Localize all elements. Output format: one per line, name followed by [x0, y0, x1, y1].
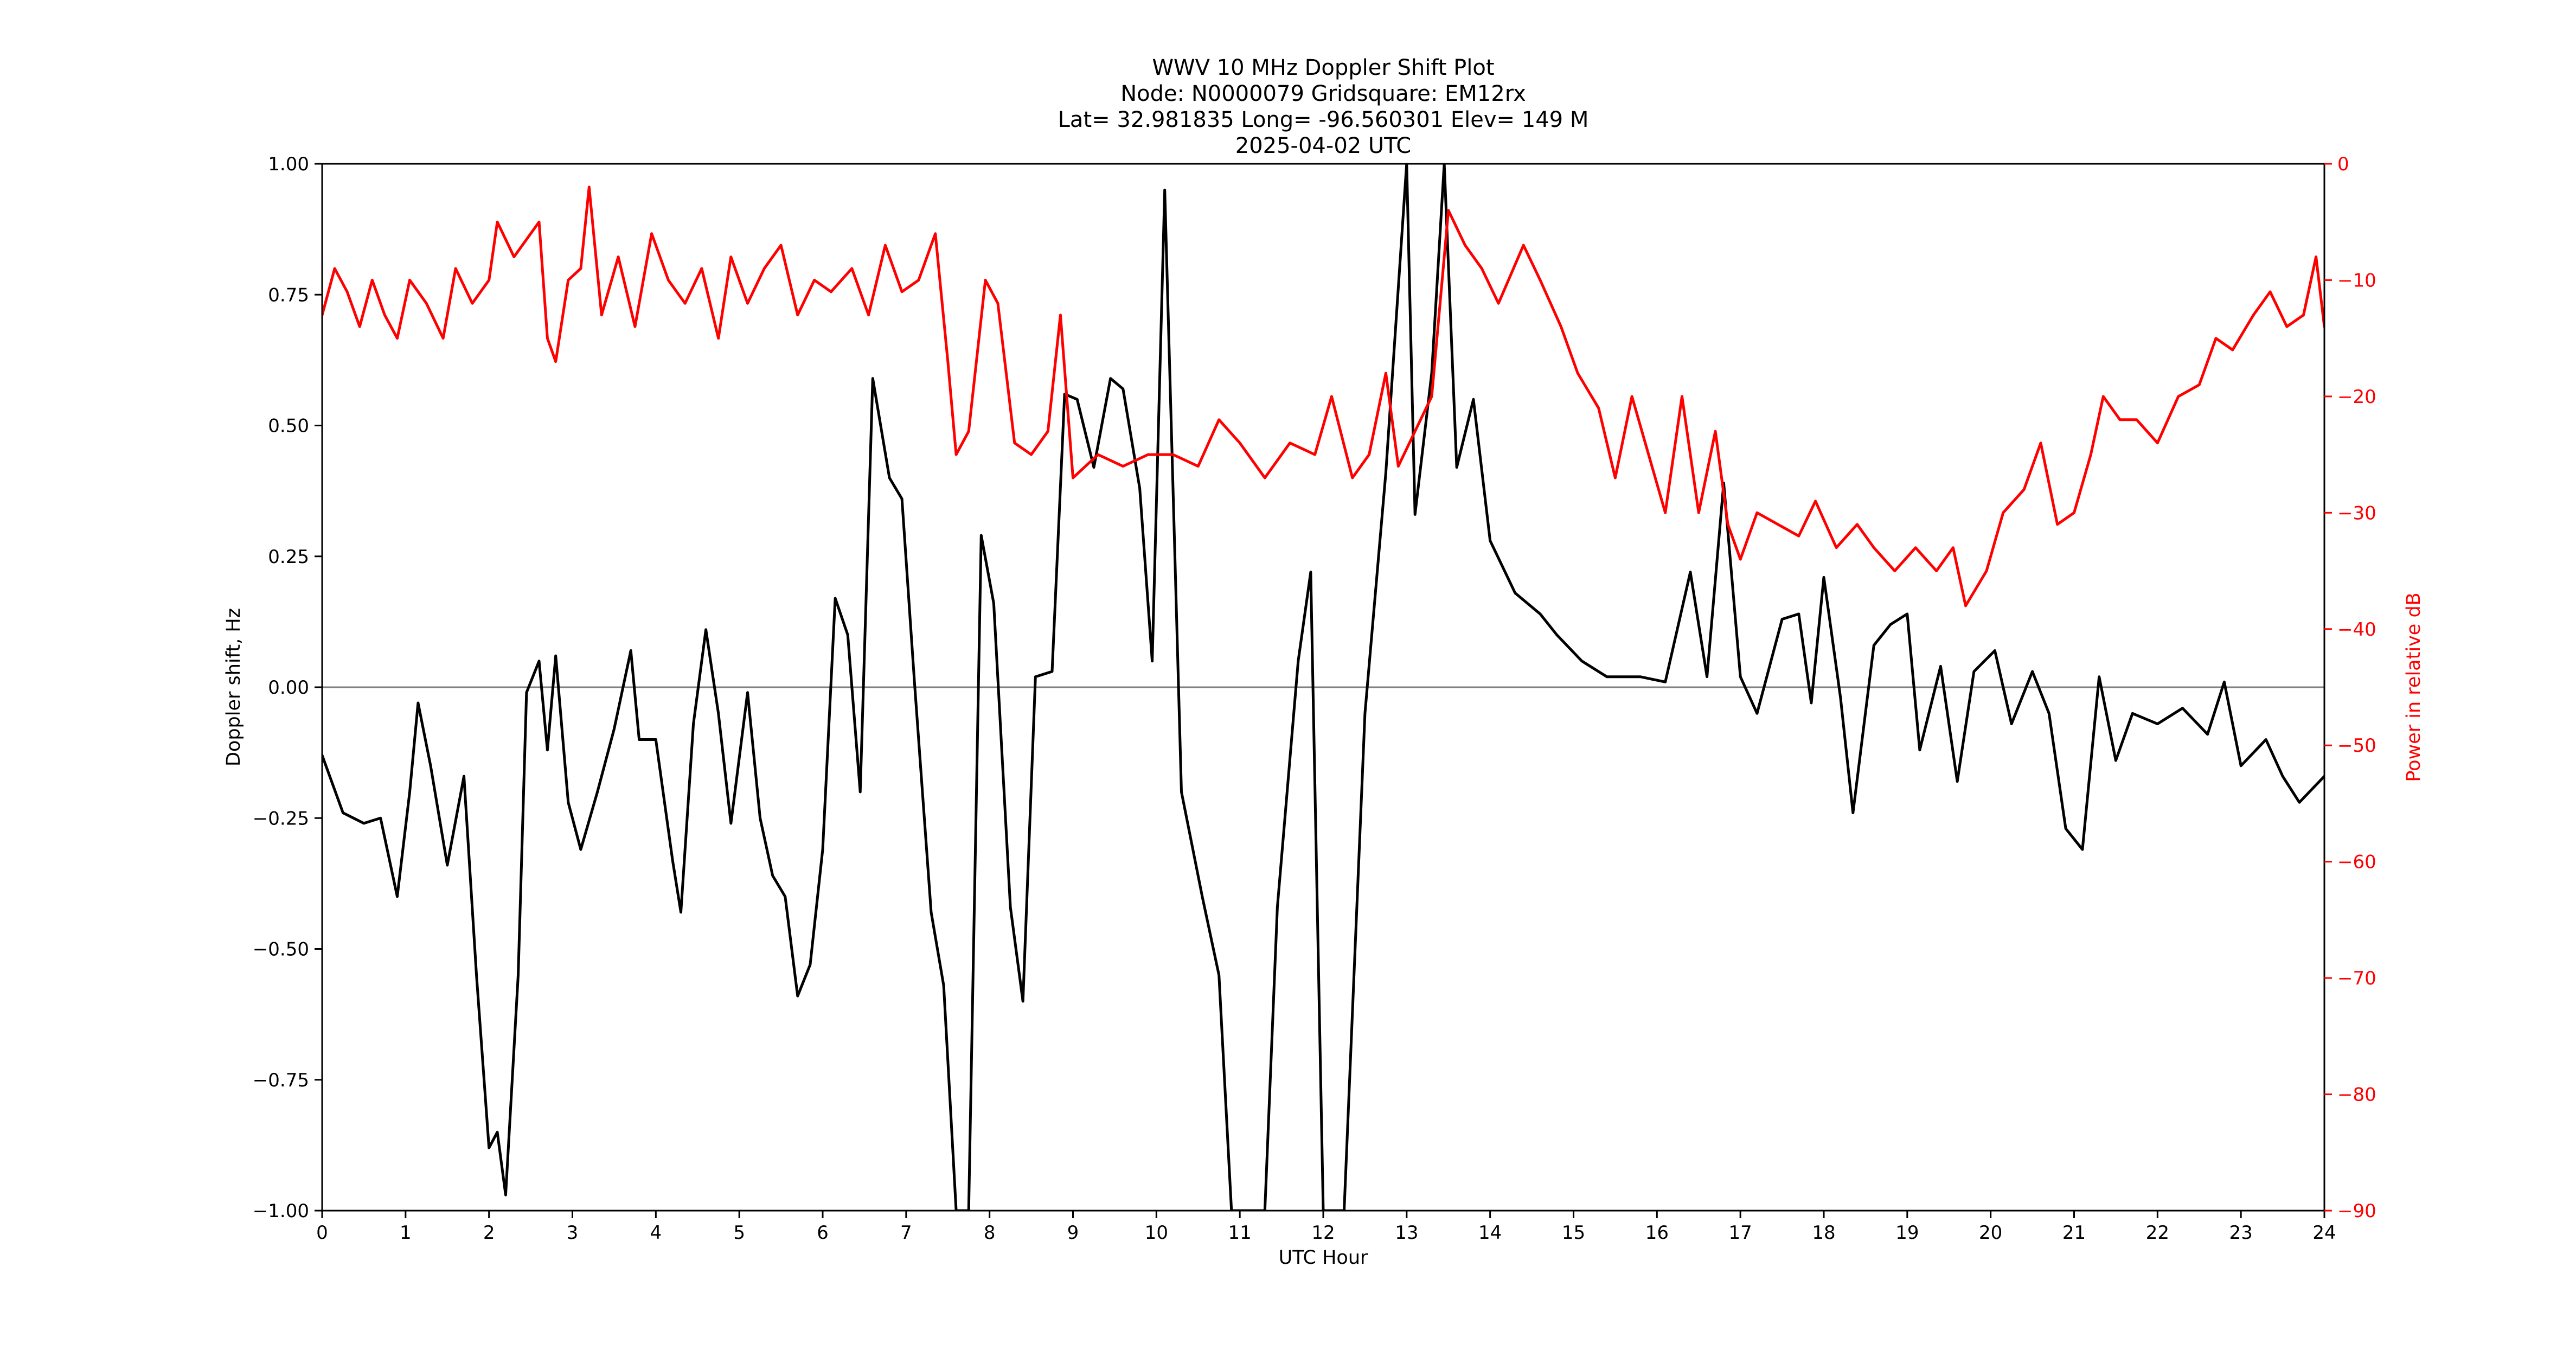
- x-tick-label: 6: [817, 1222, 829, 1244]
- left-y-tick-label: −0.50: [253, 939, 309, 961]
- x-tick-label: 8: [984, 1222, 996, 1244]
- left-y-tick-label: 1.00: [268, 153, 309, 175]
- x-tick-label: 1: [400, 1222, 412, 1244]
- x-tick-label: 2: [483, 1222, 495, 1244]
- x-tick-label: 19: [1895, 1222, 1919, 1244]
- x-tick-label: 12: [1311, 1222, 1335, 1244]
- right-y-tick-label: −10: [2337, 270, 2376, 291]
- x-tick-label: 7: [900, 1222, 912, 1244]
- x-tick-label: 10: [1145, 1222, 1168, 1244]
- x-tick-label: 0: [316, 1222, 328, 1244]
- left-axis-ticks: 1.00 0.75 0.50 0.25 0.00 −0.25 −0.50 −0.75 −1.00: [253, 153, 322, 1222]
- right-y-tick-label: −80: [2337, 1084, 2376, 1106]
- right-y-tick-label: −60: [2337, 852, 2376, 873]
- x-tick-label: 15: [1562, 1222, 1585, 1244]
- x-axis-label: UTC Hour: [1279, 1247, 1368, 1269]
- right-axis-ticks: 0 −10 −20 −30 −40 −50 −60 −70 −80 −90: [2324, 153, 2376, 1222]
- left-y-tick-label: −1.00: [253, 1200, 309, 1222]
- x-tick-label: 14: [1478, 1222, 1502, 1244]
- power-series-line: [322, 186, 2324, 607]
- x-tick-label: 13: [1395, 1222, 1418, 1244]
- x-tick-label: 24: [2312, 1222, 2336, 1244]
- chart-title: WWV 10 MHz Doppler Shift Plot Node: N000…: [1058, 55, 1589, 158]
- right-y-tick-label: −90: [2337, 1200, 2376, 1222]
- x-tick-label: 20: [1979, 1222, 2002, 1244]
- right-axis-label: Power in relative dB: [2403, 592, 2425, 782]
- title-line-1: WWV 10 MHz Doppler Shift Plot: [1152, 55, 1494, 80]
- title-line-2: Node: N0000079 Gridsquare: EM12rx: [1120, 81, 1526, 106]
- right-y-tick-label: −50: [2337, 735, 2376, 757]
- left-y-tick-label: 0.75: [268, 284, 309, 306]
- right-y-tick-label: −20: [2337, 386, 2376, 408]
- x-tick-label: 16: [1645, 1222, 1669, 1244]
- left-y-tick-label: −0.25: [253, 808, 309, 829]
- left-y-tick-label: −0.75: [253, 1070, 309, 1091]
- x-tick-label: 5: [733, 1222, 745, 1244]
- x-tick-label: 4: [650, 1222, 662, 1244]
- x-tick-label: 11: [1228, 1222, 1252, 1244]
- doppler-series-line: [322, 164, 2324, 1211]
- x-tick-label: 21: [2062, 1222, 2086, 1244]
- x-axis-ticks: 0 1 2 3 4 5 6 7 8 9 10 11 12 13 14 15 16 17 18 19 20 21 22 23 24: [316, 1211, 2336, 1244]
- x-tick-label: 18: [1812, 1222, 1835, 1244]
- right-y-tick-label: −70: [2337, 968, 2376, 989]
- right-y-tick-label: 0: [2337, 153, 2349, 175]
- x-tick-label: 22: [2146, 1222, 2169, 1244]
- left-axis-label: Doppler shift, Hz: [223, 608, 245, 766]
- x-tick-label: 9: [1067, 1222, 1079, 1244]
- left-y-tick-label: 0.00: [268, 677, 309, 699]
- x-tick-label: 23: [2229, 1222, 2253, 1244]
- title-line-4: 2025-04-02 UTC: [1235, 133, 1411, 158]
- left-y-tick-label: 0.50: [268, 415, 309, 437]
- x-tick-label: 17: [1729, 1222, 1752, 1244]
- series-layer: [322, 164, 2324, 1211]
- right-y-tick-label: −40: [2337, 619, 2376, 641]
- left-y-tick-label: 0.25: [268, 546, 309, 568]
- title-line-3: Lat= 32.981835 Long= -96.560301 Elev= 14…: [1058, 107, 1589, 132]
- right-y-tick-label: −30: [2337, 502, 2376, 524]
- x-tick-label: 3: [567, 1222, 579, 1244]
